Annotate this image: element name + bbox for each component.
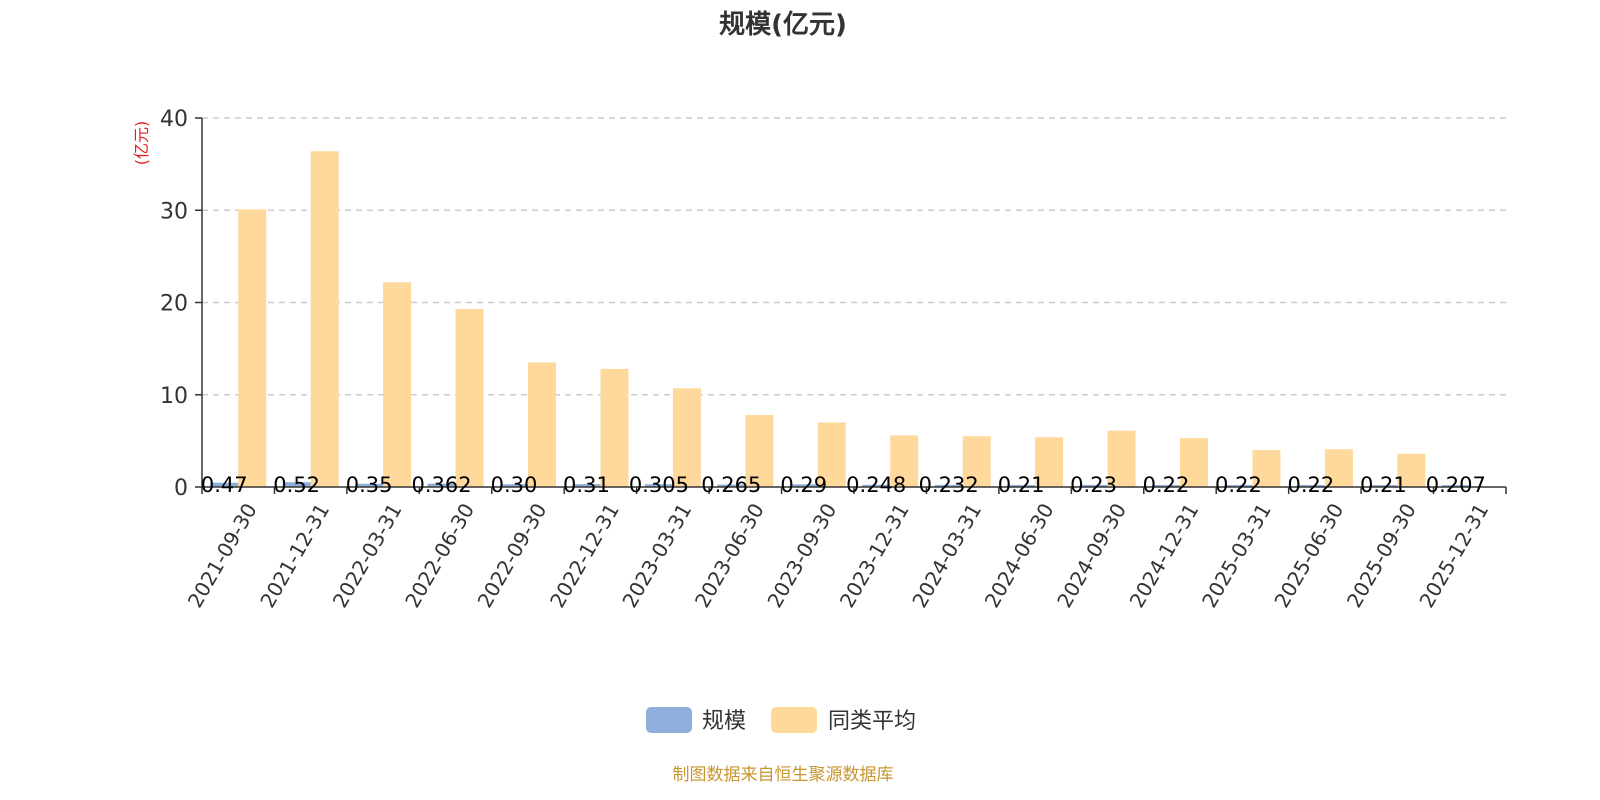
data-label: 0.31: [563, 473, 610, 497]
data-label: 0.23: [1070, 473, 1117, 497]
bar-peer-average: [455, 308, 484, 487]
y-tick-label: 20: [160, 292, 188, 317]
bar-scale: [717, 484, 746, 487]
bar-scale: [862, 484, 891, 487]
data-label: 0.207: [1426, 473, 1486, 497]
x-tick-label: 2025-12-31: [1414, 499, 1493, 612]
bar-peer-average: [310, 151, 339, 487]
legend-label: 规模: [702, 709, 746, 734]
data-label: 0.248: [846, 473, 906, 497]
data-label: 0.21: [1360, 473, 1407, 497]
data-label: 0.265: [701, 473, 761, 497]
x-tick-label: 2022-12-31: [545, 499, 624, 612]
data-label: 0.21: [998, 473, 1045, 497]
legend-swatch: [771, 707, 817, 733]
legend-label: 同类平均: [828, 709, 916, 734]
bar-scale: [644, 484, 673, 487]
bar-scale: [210, 482, 239, 487]
data-label: 0.362: [411, 473, 471, 497]
x-tick-label: 2024-09-30: [1052, 499, 1131, 612]
data-label: 0.22: [1143, 473, 1190, 497]
y-tick-label: 30: [160, 199, 188, 224]
bar-peer-average: [1324, 449, 1353, 487]
y-axis-label: (亿元): [132, 121, 151, 166]
y-tick-label: 0: [174, 476, 188, 501]
bar-peer-average: [672, 388, 701, 487]
bar-peer-average: [745, 415, 774, 487]
data-label: 0.232: [919, 473, 979, 497]
bar-peer-average: [962, 436, 991, 487]
data-label: 0.47: [201, 473, 248, 497]
bar-peer-average: [1107, 430, 1136, 487]
bar-scale: [934, 484, 963, 487]
chart-title: 规模(亿元): [719, 10, 847, 40]
x-tick-label: 2023-06-30: [690, 499, 769, 612]
bar-peer-average: [600, 368, 629, 487]
bar-peer-average: [1035, 437, 1064, 487]
bar-peer-average: [817, 422, 846, 487]
data-labels: 0.47 0.52 0.35 0.362 0.30 0.31 0.305 0.265 0.29 0…: [201, 473, 1486, 497]
bar-peer-average: [238, 209, 267, 487]
data-label: 0.35: [346, 473, 393, 497]
y-tick-label: 10: [160, 384, 188, 409]
bar-scale: [1441, 485, 1470, 487]
x-axis-ticks: 2021-09-302021-12-312022-03-312022-06-30…: [183, 487, 1507, 612]
bar-scale: [355, 483, 384, 487]
x-tick-label: 2022-09-30: [473, 499, 552, 612]
x-tick-label: 2025-09-30: [1342, 499, 1421, 612]
x-tick-label: 2024-03-31: [907, 499, 986, 612]
data-label: 0.22: [1215, 473, 1262, 497]
bar-scale: [282, 482, 311, 487]
bar-scale: [500, 484, 528, 487]
y-axis-ticks: 0 10 20 30 40: [160, 107, 202, 501]
bar-scale: [1224, 484, 1253, 487]
data-label: 0.30: [491, 473, 538, 497]
bar-peer-average: [1252, 450, 1281, 487]
bar-scale: [1007, 485, 1036, 487]
source-note: 制图数据来自恒生聚源数据库: [673, 765, 894, 785]
legend: 规模 同类平均: [646, 707, 916, 734]
x-tick-label: 2021-09-30: [183, 499, 262, 612]
data-label: 0.305: [629, 473, 689, 497]
grid-lines: [202, 117, 1506, 396]
bar-peer-average: [890, 435, 919, 487]
x-tick-label: 2023-12-31: [835, 499, 914, 612]
bar-peer-average: [528, 362, 556, 487]
x-tick-label: 2023-03-31: [617, 499, 696, 612]
x-tick-label: 2021-12-31: [255, 499, 334, 612]
bar-peer-average: [1180, 438, 1208, 487]
x-tick-label: 2022-06-30: [400, 499, 479, 612]
bar-peer-average: [1397, 453, 1426, 487]
bar-scale: [789, 484, 818, 487]
bar-scale: [1296, 484, 1325, 487]
bar-scale: [427, 483, 456, 487]
bar-peer-average: [383, 282, 412, 487]
x-tick-label: 2024-06-30: [980, 499, 1059, 612]
x-tick-label: 2023-09-30: [762, 499, 841, 612]
data-label: 0.22: [1288, 473, 1335, 497]
bar-scale: [1079, 484, 1108, 487]
x-tick-label: 2024-12-31: [1125, 499, 1204, 612]
bar-scale: [572, 484, 601, 487]
legend-swatch: [646, 707, 692, 733]
y-tick-label: 40: [160, 107, 188, 132]
data-label: 0.29: [780, 473, 827, 497]
bar-scale: [1369, 485, 1398, 487]
x-tick-label: 2025-03-31: [1197, 499, 1276, 612]
bar-scale: [1152, 484, 1180, 487]
x-tick-label: 2022-03-31: [328, 499, 407, 612]
bars: [210, 151, 1470, 487]
data-label: 0.52: [273, 473, 320, 497]
x-tick-label: 2025-06-30: [1269, 499, 1348, 612]
